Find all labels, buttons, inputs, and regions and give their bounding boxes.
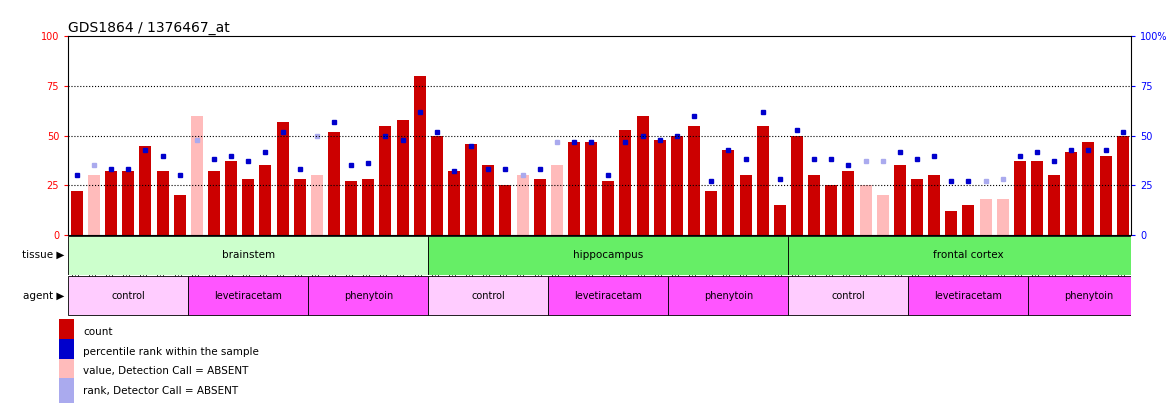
Text: control: control <box>472 291 506 301</box>
Bar <box>430 136 443 235</box>
Bar <box>586 142 597 235</box>
Text: tissue ▶: tissue ▶ <box>22 250 65 260</box>
Bar <box>636 116 649 235</box>
Text: brainstem: brainstem <box>222 250 275 260</box>
Text: rank, Detector Call = ABSENT: rank, Detector Call = ABSENT <box>83 386 239 396</box>
Bar <box>791 136 803 235</box>
Bar <box>156 171 168 235</box>
Bar <box>188 276 308 315</box>
Bar <box>1117 136 1129 235</box>
Bar <box>105 171 118 235</box>
Bar <box>68 276 188 315</box>
Bar <box>380 126 392 235</box>
Bar <box>428 276 548 315</box>
Bar <box>1100 156 1111 235</box>
Bar <box>1065 151 1077 235</box>
Bar <box>59 320 74 344</box>
Bar <box>946 211 957 235</box>
Bar <box>826 185 837 235</box>
Bar <box>788 236 1149 275</box>
Bar <box>774 205 786 235</box>
Text: count: count <box>83 327 113 337</box>
Bar <box>140 145 152 235</box>
Bar <box>276 122 288 235</box>
Bar <box>482 165 494 235</box>
Text: GDS1864 / 1376467_at: GDS1864 / 1376467_at <box>68 21 230 35</box>
Bar <box>808 175 820 235</box>
Text: control: control <box>112 291 145 301</box>
Bar <box>860 185 871 235</box>
Bar <box>1048 175 1060 235</box>
Bar <box>788 276 908 315</box>
Bar <box>71 191 82 235</box>
Bar <box>466 144 477 235</box>
Bar <box>894 165 906 235</box>
Bar <box>980 199 991 235</box>
Text: percentile rank within the sample: percentile rank within the sample <box>83 347 260 356</box>
Bar <box>1014 162 1025 235</box>
Bar <box>688 126 700 235</box>
Bar <box>225 162 238 235</box>
Bar <box>260 165 272 235</box>
Text: frontal cortex: frontal cortex <box>933 250 1004 260</box>
Bar <box>668 276 788 315</box>
Bar <box>534 179 546 235</box>
Bar <box>191 116 202 235</box>
Bar <box>550 165 563 235</box>
Bar <box>997 199 1009 235</box>
Text: hippocampus: hippocampus <box>573 250 643 260</box>
Bar <box>414 76 426 235</box>
Text: value, Detection Call = ABSENT: value, Detection Call = ABSENT <box>83 366 249 376</box>
Bar <box>310 175 323 235</box>
Text: agent ▶: agent ▶ <box>24 291 65 301</box>
Bar <box>654 140 666 235</box>
Text: phenytoin: phenytoin <box>1064 291 1112 301</box>
Bar <box>671 136 683 235</box>
Bar <box>448 171 460 235</box>
Bar <box>911 179 923 235</box>
Bar <box>1082 142 1095 235</box>
Text: control: control <box>831 291 866 301</box>
Bar <box>208 171 220 235</box>
Bar <box>706 191 717 235</box>
Bar <box>756 126 769 235</box>
Bar <box>928 175 940 235</box>
Bar <box>328 132 340 235</box>
Bar <box>908 276 1029 315</box>
Text: levetiracetam: levetiracetam <box>935 291 1002 301</box>
Bar <box>568 142 580 235</box>
Bar <box>1029 276 1149 315</box>
Bar <box>68 236 428 275</box>
Bar <box>722 149 734 235</box>
Bar <box>362 179 374 235</box>
Text: levetiracetam: levetiracetam <box>214 291 282 301</box>
Bar <box>428 236 788 275</box>
Bar <box>59 339 74 364</box>
Bar <box>516 175 528 235</box>
Bar <box>308 276 428 315</box>
Bar <box>842 171 855 235</box>
Bar <box>602 181 614 235</box>
Bar <box>876 195 889 235</box>
Bar <box>242 179 254 235</box>
Text: levetiracetam: levetiracetam <box>574 291 642 301</box>
Bar <box>294 179 306 235</box>
Text: phenytoin: phenytoin <box>703 291 753 301</box>
Text: phenytoin: phenytoin <box>343 291 393 301</box>
Bar <box>396 120 408 235</box>
Bar <box>88 175 100 235</box>
Bar <box>500 185 512 235</box>
Bar <box>962 205 975 235</box>
Bar <box>740 175 751 235</box>
Bar <box>345 181 358 235</box>
Bar <box>59 359 74 384</box>
Bar <box>122 171 134 235</box>
Bar <box>620 130 632 235</box>
Bar <box>174 195 186 235</box>
Bar <box>1031 162 1043 235</box>
Bar <box>548 276 668 315</box>
Bar <box>59 378 74 403</box>
